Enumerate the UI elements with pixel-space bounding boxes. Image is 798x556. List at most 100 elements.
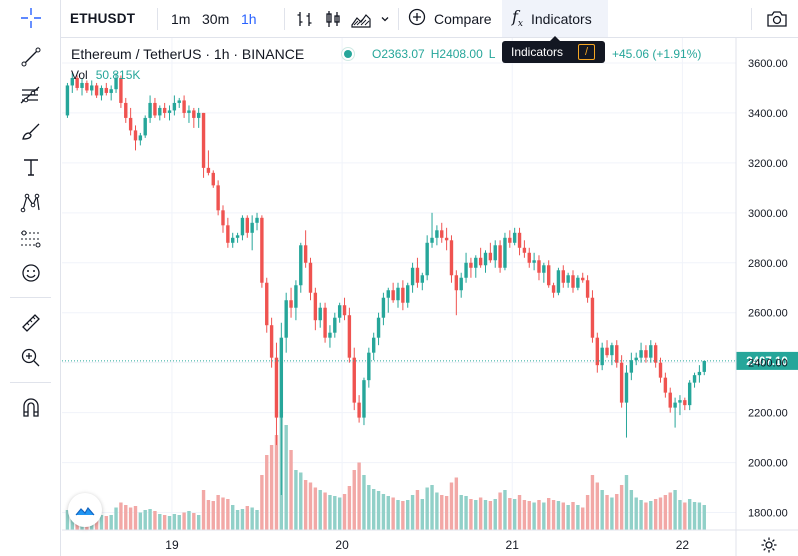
- volume-bar: [124, 505, 128, 530]
- candle-body: [104, 87, 109, 93]
- volume-bar: [459, 495, 463, 530]
- volume-bar: [546, 498, 551, 530]
- candle-body: [328, 332, 332, 338]
- candle-body: [201, 112, 206, 168]
- time-tick-label: 21: [506, 538, 520, 552]
- emoji-icon[interactable]: [16, 258, 46, 288]
- candles-icon[interactable]: [324, 0, 342, 37]
- volume-label: Vol: [71, 68, 88, 82]
- volume-bar: [585, 495, 590, 530]
- volume-bar: [65, 510, 70, 530]
- volume-bar: [508, 498, 512, 530]
- candle-body: [678, 400, 682, 403]
- candle-body: [605, 347, 609, 356]
- candle-body: [697, 371, 702, 376]
- volume-bar: [284, 425, 288, 530]
- volume-bar: [99, 515, 104, 530]
- area-chart-icon[interactable]: [351, 0, 371, 37]
- volume-bar: [352, 470, 356, 530]
- candle-body: [668, 392, 672, 408]
- price-tick-label: 2400.00: [748, 358, 788, 370]
- candle-body: [333, 317, 337, 333]
- candle-body: [94, 85, 99, 96]
- candle-body: [571, 275, 575, 288]
- candle-body: [318, 307, 322, 321]
- candle-body: [610, 345, 614, 356]
- trendline-icon[interactable]: [16, 42, 46, 72]
- candle-body: [226, 225, 230, 243]
- interval-1m-button[interactable]: 1m: [171, 10, 191, 27]
- series-legend-title[interactable]: Ethereum / TetherUS · 1h · BINANCE: [71, 46, 305, 62]
- chart-grid: [62, 38, 736, 530]
- volume-bar: [532, 502, 536, 530]
- bar-chart-icon[interactable]: [296, 0, 314, 37]
- price-tick-label: 2600.00: [748, 308, 788, 320]
- candle-body: [478, 257, 483, 266]
- ruler-icon[interactable]: [16, 308, 46, 338]
- candle-body: [508, 237, 512, 243]
- interval-1h-button[interactable]: 1h: [241, 10, 257, 27]
- volume-bar: [522, 500, 527, 530]
- price-tick-label: 3000.00: [748, 208, 788, 220]
- last-price-label: 2407.10: [746, 356, 788, 368]
- volume-bar: [702, 505, 706, 530]
- chevron-down-icon[interactable]: [380, 0, 390, 37]
- price-scale[interactable]: 3600.00 3400.00 3200.00 3000.00 2800.00 2600.…: [735, 38, 788, 556]
- text-icon[interactable]: [16, 152, 46, 182]
- candle-body: [381, 297, 386, 318]
- volume-bar: [162, 515, 167, 530]
- price-tick-label: 3600.00: [748, 58, 788, 70]
- drawing-toolbar: [0, 0, 61, 556]
- volume-bar: [114, 507, 118, 530]
- candle-body: [119, 77, 123, 103]
- volume-bar: [211, 501, 215, 530]
- time-scale[interactable]: 1920212218:00: [62, 529, 798, 552]
- candle-body: [692, 375, 697, 383]
- volume-bar: [362, 475, 366, 530]
- fib-retracement-icon[interactable]: [16, 80, 46, 110]
- candle-body: [590, 297, 595, 338]
- volume-bar: [663, 495, 668, 530]
- volume-bar: [629, 490, 634, 530]
- crosshair-icon[interactable]: [16, 3, 46, 33]
- candle-body: [371, 337, 376, 353]
- volume-bar: [240, 509, 245, 530]
- interval-30m-button[interactable]: 30m: [202, 10, 230, 27]
- last-price-line: 2407.10: [62, 351, 798, 370]
- volume-bar: [464, 496, 468, 530]
- pattern-icon[interactable]: [16, 188, 46, 218]
- volume-bar: [668, 492, 672, 530]
- volume-bar: [274, 435, 279, 530]
- camera-icon[interactable]: [766, 0, 788, 37]
- magnet-icon[interactable]: [16, 393, 46, 423]
- volume-bar: [342, 494, 347, 530]
- volume-bar: [226, 499, 230, 530]
- tradingview-logo[interactable]: [68, 493, 102, 527]
- volume-bar: [440, 495, 444, 530]
- candle-body: [644, 350, 648, 358]
- volume-bar: [177, 515, 181, 530]
- candle-body: [231, 237, 235, 243]
- candle-body: [585, 280, 590, 298]
- volume-bar: [347, 486, 352, 530]
- time-tick-label: 19: [165, 538, 179, 552]
- volume-bar: [566, 505, 570, 530]
- toolbar-divider: [284, 8, 285, 30]
- toolbar-divider: [398, 8, 399, 30]
- zoom-in-icon[interactable]: [16, 343, 46, 373]
- compare-button[interactable]: Compare: [408, 0, 492, 37]
- candle-body: [474, 257, 478, 268]
- gear-icon[interactable]: [760, 536, 778, 554]
- toolbar-divider: [10, 297, 51, 298]
- brush-icon[interactable]: [16, 116, 46, 146]
- volume-bar: [415, 490, 420, 530]
- market-status-dot[interactable]: [341, 47, 355, 61]
- indicators-button[interactable]: fx Indicators: [502, 0, 608, 37]
- candle-body: [687, 382, 692, 406]
- volume-bar: [328, 495, 332, 530]
- symbol-search-button[interactable]: ETHUSDT: [70, 11, 136, 26]
- prediction-icon[interactable]: [16, 224, 46, 254]
- candle-body: [576, 277, 580, 288]
- volume-bar: [182, 512, 186, 530]
